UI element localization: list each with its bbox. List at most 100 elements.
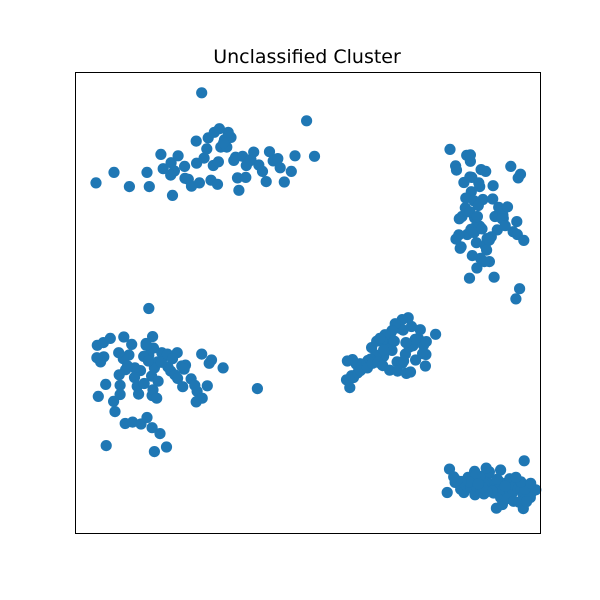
scatter-point: [233, 184, 245, 196]
scatter-point: [193, 177, 205, 189]
scatter-point: [285, 165, 297, 177]
scatter-point: [308, 150, 321, 162]
scatter-point: [480, 462, 492, 474]
scatter-point: [495, 464, 507, 476]
scatter-point: [404, 366, 417, 378]
scatter-point: [151, 392, 163, 404]
scatter-point: [458, 176, 470, 189]
scatter-point: [127, 416, 139, 428]
scatter-point: [463, 476, 475, 488]
scatter-point: [140, 339, 152, 351]
scatter-point: [448, 471, 460, 483]
scatter-point: [278, 176, 290, 188]
scatter-point: [450, 164, 463, 176]
scatter-point: [154, 428, 166, 440]
scatter-point: [260, 176, 272, 188]
scatter-point: [143, 302, 155, 315]
scatter-point: [155, 356, 167, 368]
scatter-point: [178, 363, 190, 375]
scatter-point: [179, 160, 191, 172]
scatter-point: [388, 335, 400, 347]
scatter-point: [166, 189, 179, 201]
scatter-point: [466, 250, 478, 262]
scatter-point: [91, 352, 103, 364]
scatter-point: [510, 471, 522, 483]
scatter-point: [420, 336, 432, 348]
chart-title: Unclassified Cluster: [213, 46, 401, 68]
scatter-point: [499, 220, 511, 232]
scatter-point: [211, 178, 224, 190]
scatter-point: [231, 172, 244, 184]
scatter-point: [251, 383, 263, 395]
scatter-point: [123, 181, 135, 193]
scatter-point: [430, 328, 442, 340]
scatter-point: [141, 166, 153, 178]
scatter-point: [499, 480, 511, 492]
scatter-point: [520, 496, 533, 508]
scatter-point: [518, 455, 530, 467]
scatter-point: [114, 388, 126, 401]
scatter-point: [501, 201, 514, 213]
scatter-point: [444, 143, 456, 155]
scatter-point: [245, 153, 257, 166]
scatter-point: [118, 331, 130, 343]
scatter-point: [201, 143, 213, 155]
scatter-point: [398, 355, 410, 367]
scatter-point: [414, 324, 426, 336]
scatter-point: [205, 354, 218, 366]
scatter-point: [190, 396, 202, 408]
scatter-point: [441, 486, 453, 499]
scatter-point: [453, 213, 465, 225]
scatter-point: [473, 177, 485, 189]
scatter-point: [505, 160, 517, 172]
scatter-point: [126, 338, 138, 350]
data-points: [90, 87, 542, 515]
scatter-point: [218, 137, 230, 149]
scatter-point: [419, 360, 431, 372]
scatter-point: [100, 440, 112, 452]
scatter-point: [172, 150, 184, 162]
scatter-point: [109, 406, 121, 418]
scatter-point: [256, 165, 269, 177]
scatter-point: [514, 168, 527, 180]
scatter-point: [113, 369, 125, 381]
scatter-point: [212, 156, 224, 168]
scatter-point: [464, 149, 476, 161]
scatter-point: [525, 477, 537, 489]
scatter-point: [475, 164, 487, 176]
scatter-point: [148, 446, 160, 458]
scatter-point: [374, 332, 386, 344]
scatter-point: [190, 135, 202, 147]
scatter-point: [100, 378, 112, 390]
scatter-point: [409, 333, 421, 345]
scatter-point: [378, 344, 390, 356]
scatter-point: [510, 293, 522, 305]
scatter-point: [160, 441, 173, 453]
scatter-point: [487, 180, 499, 192]
scatter-point: [272, 153, 284, 165]
scatter-point: [141, 411, 153, 424]
scatter-point: [472, 478, 484, 490]
scatter-point: [121, 360, 134, 372]
scatter-point: [450, 233, 462, 245]
scatter-point: [487, 193, 499, 205]
scatter-point: [217, 362, 229, 374]
scatter-point: [274, 162, 286, 174]
scatter-point: [114, 379, 126, 391]
scatter-point: [179, 172, 191, 184]
scatter-point: [511, 216, 523, 228]
scatter-point: [417, 348, 429, 360]
scatter-point: [341, 355, 353, 367]
scatter-point: [165, 169, 177, 181]
scatter-point: [146, 422, 158, 434]
scatter-point: [222, 126, 234, 138]
scatter-point: [201, 380, 213, 392]
scatter-point: [172, 372, 184, 384]
scatter-point: [405, 320, 418, 333]
scatter-point: [113, 347, 125, 359]
scatter-point: [138, 377, 150, 390]
scatter-point: [189, 379, 201, 391]
scatter-point: [128, 371, 141, 384]
scatter-point: [471, 210, 483, 223]
